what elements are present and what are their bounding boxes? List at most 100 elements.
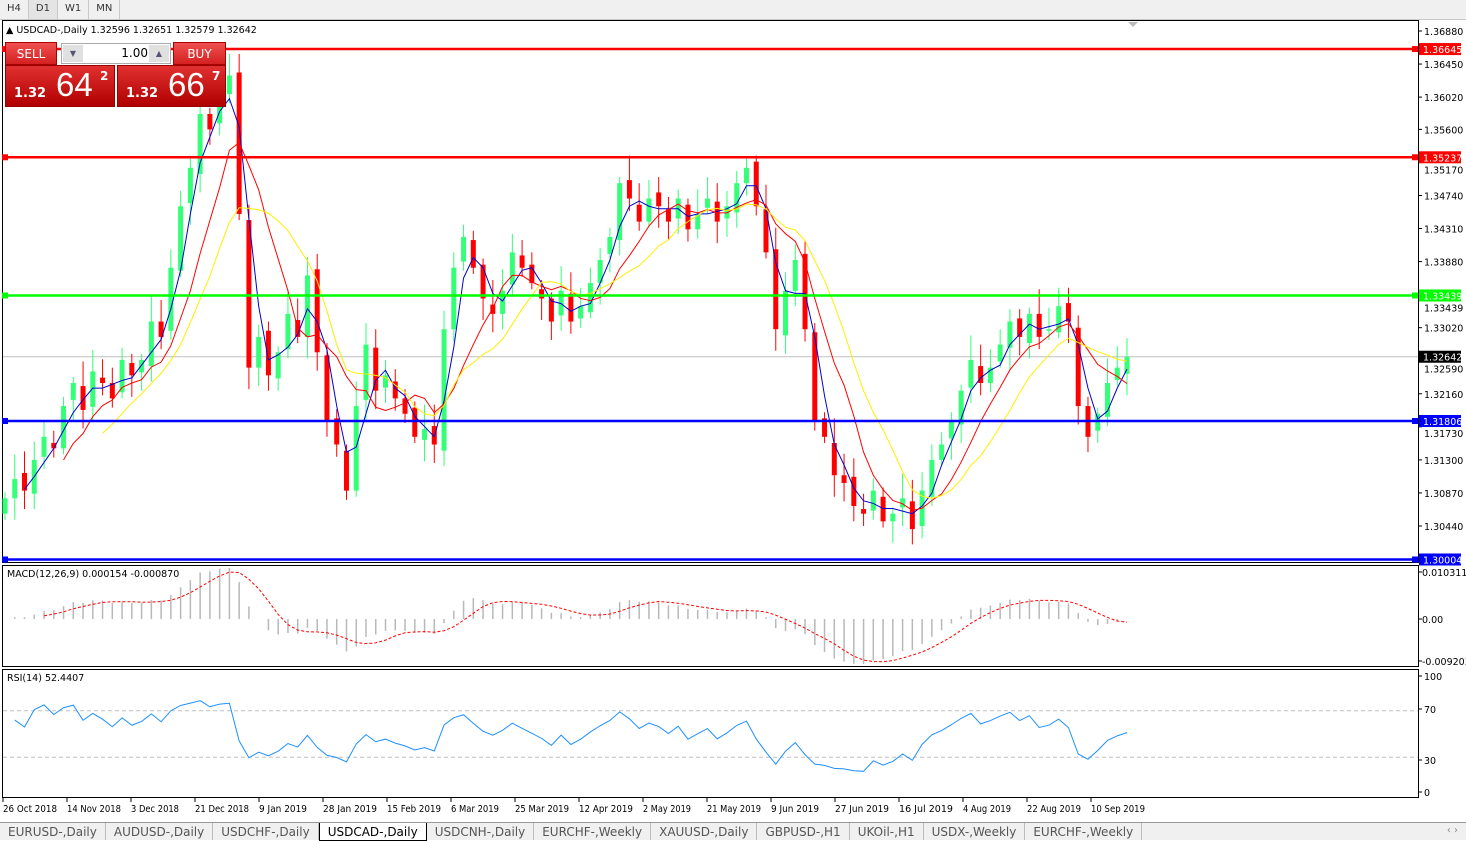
- tab-xauusd-daily[interactable]: XAUUSD-,Daily: [651, 823, 758, 840]
- bull-candle: [939, 444, 945, 460]
- date-tick-label: 3 Dec 2018: [131, 804, 179, 815]
- bull-candle: [704, 198, 710, 208]
- bull-candle: [948, 421, 954, 439]
- sell-price-button[interactable]: 1.32 64 2: [5, 65, 115, 107]
- bull-candle: [743, 167, 749, 184]
- collapse-triangle-icon[interactable]: ▲: [6, 25, 14, 36]
- bull-candle: [383, 375, 389, 388]
- bear-candle: [880, 496, 886, 522]
- bear-candle: [656, 192, 662, 207]
- bull-candle: [441, 329, 447, 451]
- chart-area[interactable]: 1.36880 1.36450 1.36020 1.35600 1.35170 1.347…: [0, 20, 1466, 822]
- bull-candle: [597, 260, 603, 284]
- tab-scroll-arrows-icon[interactable]: ‹ ›: [1446, 825, 1458, 836]
- bear-candle: [1065, 303, 1071, 322]
- price-tick-label: 1.36880: [1424, 27, 1463, 38]
- date-tick-label: 14 Nov 2018: [67, 804, 121, 815]
- rsi-tick-label: 30: [1424, 756, 1436, 767]
- sell-button[interactable]: SELL: [5, 42, 57, 65]
- bull-candle: [958, 390, 964, 425]
- bull-candle: [900, 498, 906, 508]
- tab-eurchf-weekly[interactable]: EURCHF-,Weekly: [534, 823, 652, 840]
- bull-candle: [783, 290, 789, 336]
- tab-usdcnh-daily[interactable]: USDCNH-,Daily: [427, 823, 535, 840]
- bull-candle: [987, 367, 993, 384]
- bull-candle: [792, 260, 798, 291]
- price-tick-label: 1.30870: [1424, 489, 1463, 500]
- price-line-label: 1.35237: [1423, 153, 1462, 164]
- date-tick-label: 16 Jul 2019: [899, 804, 953, 815]
- macd-tick-label: -0.009203: [1422, 657, 1466, 668]
- bear-candle: [109, 383, 115, 399]
- lot-increase-icon[interactable]: ▲: [149, 45, 169, 62]
- date-tick-label: 10 Sep 2019: [1091, 804, 1145, 815]
- bear-candle: [773, 249, 779, 330]
- bear-candle: [246, 220, 252, 368]
- macd-label: MACD(12,26,9) 0.000154 -0.000870: [7, 569, 179, 580]
- bear-candle: [548, 298, 554, 322]
- line-handle: [1412, 46, 1418, 53]
- date-tick-label: 15 Feb 2019: [387, 804, 441, 815]
- ma-slow-line: [102, 203, 1128, 499]
- bear-candle: [207, 114, 213, 130]
- bull-candle: [285, 313, 291, 350]
- price-tick-label: 1.32590: [1424, 365, 1463, 376]
- rsi-label: RSI(14) 52.4407: [7, 673, 84, 684]
- sell-price-pips: 64: [56, 66, 93, 103]
- date-tick-label: 4 Aug 2019: [963, 804, 1011, 815]
- buy-button[interactable]: BUY: [173, 42, 226, 65]
- lot-decrease-icon[interactable]: ▼: [63, 45, 83, 62]
- line-handle: [2, 154, 8, 161]
- bull-candle: [646, 198, 652, 222]
- tab-ukoil-h1[interactable]: UKOil-,H1: [850, 823, 924, 840]
- line-handle: [1412, 292, 1418, 299]
- timeframe-w1[interactable]: W1: [58, 0, 90, 19]
- rsi-tick-label: 70: [1424, 705, 1436, 716]
- timeframe-toolbar: H4 D1 W1 MN: [0, 0, 1466, 20]
- buy-price-button[interactable]: 1.32 66 7: [117, 65, 226, 107]
- bull-candle: [353, 406, 359, 491]
- bear-candle: [636, 204, 642, 222]
- rsi-line: [14, 700, 1128, 772]
- bull-candle: [451, 267, 457, 330]
- tab-usdcad-daily[interactable]: USDCAD-,Daily: [318, 823, 427, 841]
- bull-candle: [734, 183, 740, 213]
- rsi-tick-label: 0: [1424, 788, 1430, 799]
- price-tick-label: 1.35600: [1424, 125, 1463, 136]
- bull-candle: [256, 336, 262, 368]
- bull-candle: [1114, 367, 1120, 380]
- bear-candle: [22, 472, 28, 491]
- bear-candle: [841, 475, 847, 483]
- line-handle: [1412, 417, 1418, 424]
- bear-candle: [1075, 327, 1081, 407]
- timeframe-d1[interactable]: D1: [28, 0, 58, 19]
- price-tick-label: 1.34740: [1424, 191, 1463, 202]
- bull-candle: [187, 167, 193, 204]
- tab-usdchf-daily[interactable]: USDCHF-,Daily: [213, 823, 319, 840]
- price-label-bg: [1419, 151, 1461, 164]
- timeframe-h4[interactable]: H4: [0, 0, 29, 19]
- bear-candle: [1036, 313, 1042, 337]
- bear-candle: [51, 442, 57, 449]
- buy-price-prefix: 1.32: [126, 86, 159, 101]
- bear-candle: [529, 264, 535, 284]
- price-line-label: 1.36645: [1423, 45, 1462, 56]
- timeframe-mn[interactable]: MN: [89, 0, 121, 19]
- tab-eurchf-weekly[interactable]: EURCHF-,Weekly: [1025, 823, 1143, 840]
- bull-candle: [587, 283, 593, 313]
- tab-gbpusd-h1[interactable]: GBPUSD-,H1: [757, 823, 850, 840]
- lot-value[interactable]: 1.00: [121, 46, 148, 60]
- bear-candle: [861, 509, 867, 514]
- bear-candle: [343, 450, 349, 491]
- tab-usdx-weekly[interactable]: USDX-,Weekly: [924, 823, 1026, 840]
- lot-size-input[interactable]: ▼ 1.00 ▲: [61, 43, 171, 64]
- one-click-trading-panel: SELL ▼ 1.00 ▲ BUY 1.32 64 2 1.32 66 7: [5, 42, 226, 107]
- bear-candle: [753, 161, 759, 207]
- rsi-pane-frame: [2, 669, 1419, 798]
- line-handle: [2, 292, 8, 299]
- tab-audusd-daily[interactable]: AUDUSD-,Daily: [106, 823, 214, 840]
- tab-eurusd-daily[interactable]: EURUSD-,Daily: [0, 823, 106, 840]
- current-price-label: 1.32642: [1423, 353, 1462, 364]
- price-label-bg: [1419, 414, 1461, 427]
- buy-price-pips: 66: [168, 66, 205, 103]
